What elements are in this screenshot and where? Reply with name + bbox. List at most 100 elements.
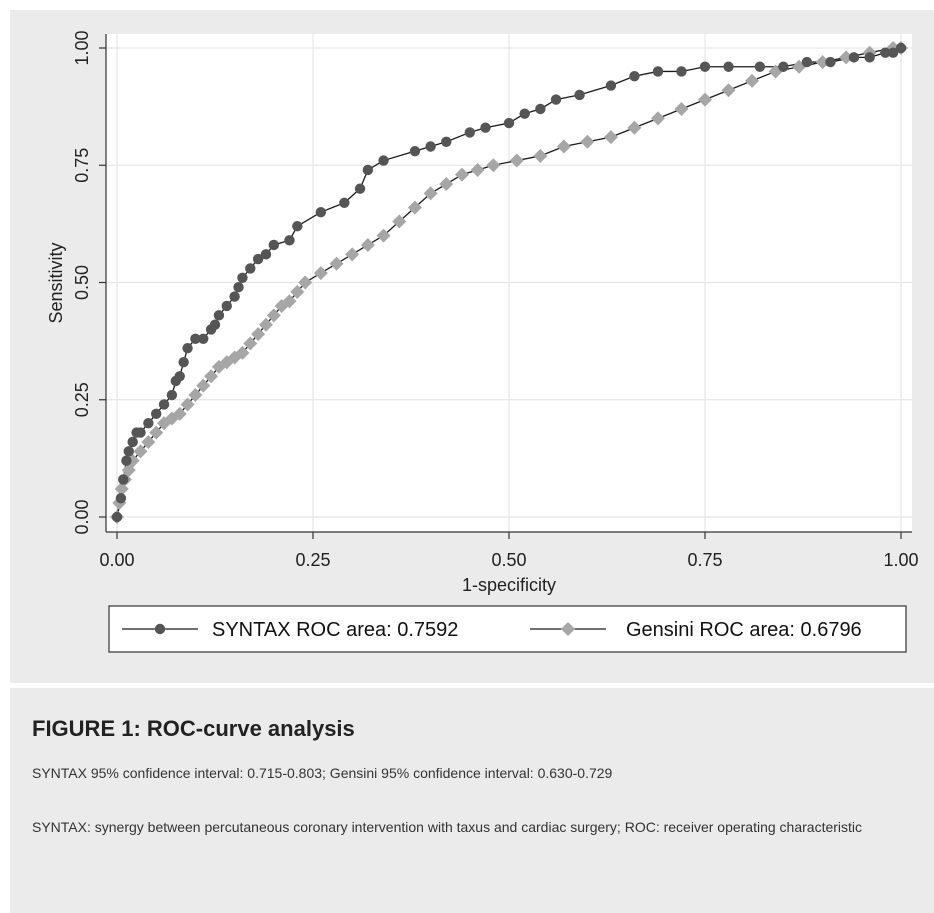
- syntax-point: [676, 66, 687, 77]
- gensini-point: [815, 55, 830, 70]
- roc-chart: 0.00 0.25 0.50 0.75 1.00 0.00 0.25 0.50 0.75 1.00…: [46, 30, 919, 653]
- gensini-point: [392, 214, 407, 229]
- syntax-point: [464, 127, 475, 138]
- figure-caption: FIGURE 1: ROC-curve analysis SYNTAX 95% …: [10, 688, 934, 913]
- gensini-point: [580, 134, 595, 149]
- syntax-point: [895, 42, 907, 54]
- x-tick-label: 1.00: [883, 550, 918, 570]
- syntax-point: [409, 145, 421, 157]
- x-tick-label: 0.50: [491, 550, 526, 570]
- syntax-point: [221, 300, 232, 312]
- syntax-point: [378, 155, 389, 166]
- legend-marker-gensini: [561, 622, 575, 636]
- syntax-point: [233, 281, 244, 293]
- syntax-point: [127, 436, 138, 448]
- syntax-point: [166, 389, 178, 401]
- gensini-point: [133, 444, 148, 459]
- syntax-point: [801, 56, 813, 68]
- gensini-point: [243, 336, 258, 351]
- legend-label-gensini: Gensini ROC area: 0.6796: [626, 619, 862, 641]
- gensini-point: [556, 139, 571, 154]
- syntax-point: [121, 455, 132, 466]
- gensini-point: [603, 130, 618, 145]
- syntax-point: [825, 56, 836, 68]
- syntax-point: [198, 333, 209, 344]
- syntax-point: [503, 117, 515, 129]
- x-tick-label: 0.00: [99, 550, 134, 570]
- syntax-point: [480, 122, 491, 133]
- syntax-point: [699, 61, 711, 72]
- gensini-point: [674, 101, 689, 116]
- caption-abbreviations: SYNTAX: synergy between percutaneous cor…: [32, 819, 863, 835]
- gensini-point: [180, 397, 195, 412]
- syntax-point: [778, 61, 789, 72]
- syntax-point: [111, 511, 123, 523]
- gensini-point: [204, 369, 219, 384]
- syntax-point: [605, 80, 617, 91]
- syntax-point: [158, 399, 170, 410]
- syntax-point: [723, 61, 734, 72]
- syntax-point: [182, 342, 193, 354]
- syntax-point: [174, 371, 185, 382]
- syntax-point: [652, 66, 664, 77]
- syntax-point: [629, 70, 640, 82]
- gensini-point: [345, 247, 360, 262]
- y-tick-label: 0.75: [72, 148, 92, 183]
- syntax-point: [260, 249, 272, 260]
- gensini-point: [114, 481, 129, 496]
- gensini-point: [470, 162, 485, 177]
- gensini-point: [329, 256, 344, 271]
- gensini-point: [149, 425, 164, 440]
- gensini-point: [407, 200, 422, 215]
- legend-label-syntax: SYNTAX ROC area: 0.7592: [212, 619, 458, 641]
- gensini-point: [509, 153, 524, 168]
- syntax-point: [425, 141, 436, 152]
- gensini-point: [650, 111, 665, 126]
- syntax-point: [245, 263, 256, 274]
- gensini-point: [266, 308, 281, 323]
- gensini-point: [188, 388, 203, 403]
- gensini-point: [439, 177, 454, 192]
- chart-panel: 0.00 0.25 0.50 0.75 1.00 0.00 0.25 0.50 0.75 1.00…: [10, 10, 934, 683]
- gensini-point: [423, 186, 438, 201]
- syntax-point: [143, 418, 154, 429]
- syntax-point: [118, 474, 129, 485]
- caption-confidence-intervals: SYNTAX 95% confidence interval: 0.715-0.…: [32, 765, 613, 781]
- syntax-point: [209, 319, 221, 330]
- gensini-point: [235, 345, 250, 360]
- gensini-point: [768, 64, 783, 79]
- syntax-point: [887, 47, 899, 58]
- gensini-point: [172, 406, 187, 421]
- y-tick-label: 0.00: [72, 499, 92, 534]
- gensini-point: [486, 158, 501, 173]
- syntax-point: [339, 197, 350, 208]
- syntax-point: [292, 221, 303, 232]
- gensini-point: [454, 167, 469, 182]
- y-tick-label: 1.00: [72, 30, 92, 65]
- gensini-point: [839, 50, 854, 65]
- syntax-point: [229, 291, 240, 302]
- syntax-point: [237, 272, 248, 284]
- x-axis-title: 1-specificity: [462, 575, 556, 595]
- gensini-point: [721, 83, 736, 98]
- gensini-point: [298, 275, 313, 290]
- syntax-point: [519, 108, 530, 119]
- gensini-point: [313, 266, 328, 281]
- syntax-point: [535, 103, 546, 115]
- syntax-point: [115, 493, 127, 504]
- gensini-point: [290, 284, 305, 299]
- y-tick-label: 0.50: [72, 265, 92, 300]
- gensini-point: [745, 73, 760, 88]
- syntax-point: [213, 310, 225, 321]
- syntax-point: [190, 333, 201, 344]
- gensini-point: [282, 294, 297, 309]
- gensini-point: [627, 120, 642, 135]
- gensini-point: [121, 463, 136, 478]
- syntax-point: [441, 136, 452, 147]
- syntax-point: [574, 89, 585, 101]
- y-axis-title: Sensitivity: [46, 242, 66, 323]
- gensini-point: [698, 92, 712, 107]
- syntax-point: [848, 52, 860, 63]
- syntax-point: [268, 239, 279, 251]
- syntax-point: [754, 61, 766, 72]
